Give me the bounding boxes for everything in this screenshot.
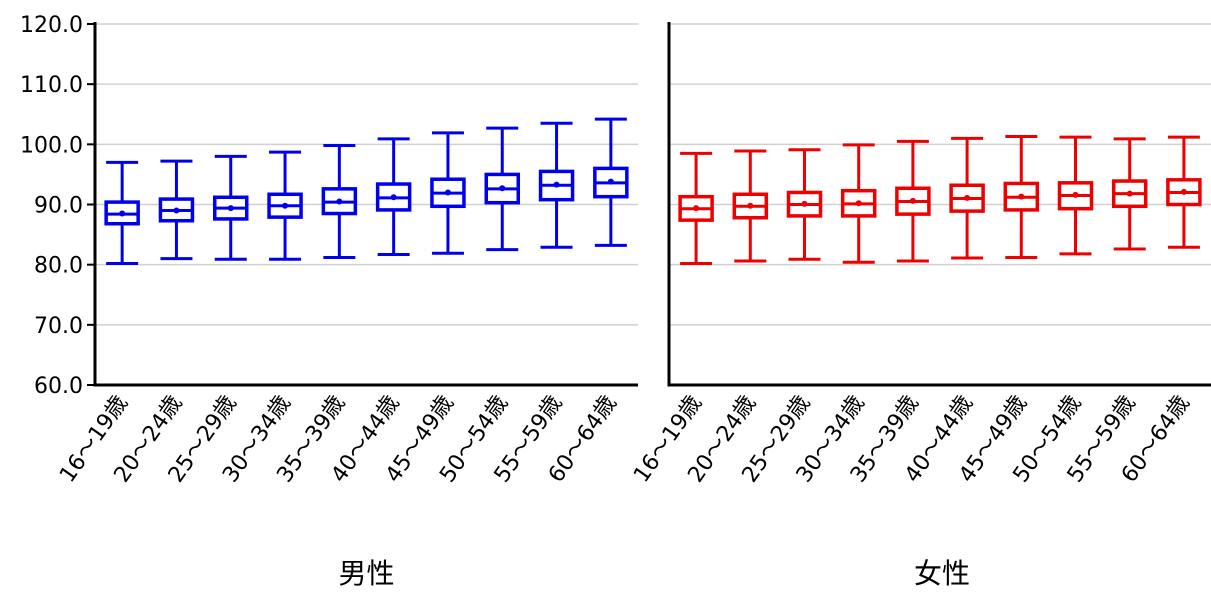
mean-marker (444, 189, 451, 196)
box-4 (895, 139, 931, 263)
box-4 (321, 144, 358, 259)
mean-marker (553, 181, 560, 188)
mean-marker (282, 202, 289, 209)
mean-marker (499, 185, 506, 192)
box-5 (375, 137, 412, 256)
panel-label: 女性 (914, 557, 970, 590)
mean-marker (1126, 190, 1133, 197)
box-8 (1111, 137, 1148, 251)
panel-1: 16～19歳20～24歳25～29歳30～34歳35～39歳40～44歳45～4… (629, 22, 1211, 590)
mean-marker (747, 202, 754, 209)
box-2 (786, 148, 823, 261)
box-0 (104, 160, 140, 265)
mean-marker (855, 200, 862, 207)
mean-marker (227, 205, 234, 212)
box-1 (732, 149, 769, 263)
y-tick-label: 100.0 (20, 133, 83, 158)
box-6 (430, 131, 466, 255)
box-7 (1057, 135, 1094, 256)
box-9 (593, 117, 629, 247)
mean-marker (607, 178, 614, 185)
box-5 (949, 136, 985, 260)
mean-marker (390, 194, 397, 201)
panel-label: 男性 (338, 557, 394, 590)
box-3 (840, 143, 877, 264)
mean-marker (1018, 193, 1025, 200)
mean-marker (1180, 188, 1187, 195)
y-tick-label: 120.0 (20, 13, 83, 38)
box-7 (484, 126, 520, 252)
mean-marker (119, 210, 126, 217)
mean-marker (336, 198, 343, 205)
box-0 (678, 151, 714, 265)
box-2 (213, 154, 249, 261)
mean-marker (801, 200, 808, 207)
box-9 (1166, 135, 1202, 249)
y-tick-label: 70.0 (34, 314, 83, 339)
panel-0: 60.070.080.090.0100.0110.0120.016～19歳20～… (20, 13, 638, 590)
y-tick-label: 110.0 (20, 73, 83, 98)
box-8 (538, 121, 575, 249)
mean-marker (909, 197, 916, 204)
mean-marker (964, 194, 971, 201)
y-tick-label: 80.0 (34, 254, 83, 279)
y-tick-label: 60.0 (34, 374, 83, 399)
mean-marker (1072, 191, 1079, 198)
mean-marker (173, 207, 180, 214)
mean-marker (693, 205, 700, 212)
box-1 (158, 159, 195, 261)
box-6 (1003, 135, 1040, 259)
box-3 (267, 150, 303, 261)
y-tick-label: 90.0 (34, 194, 83, 219)
